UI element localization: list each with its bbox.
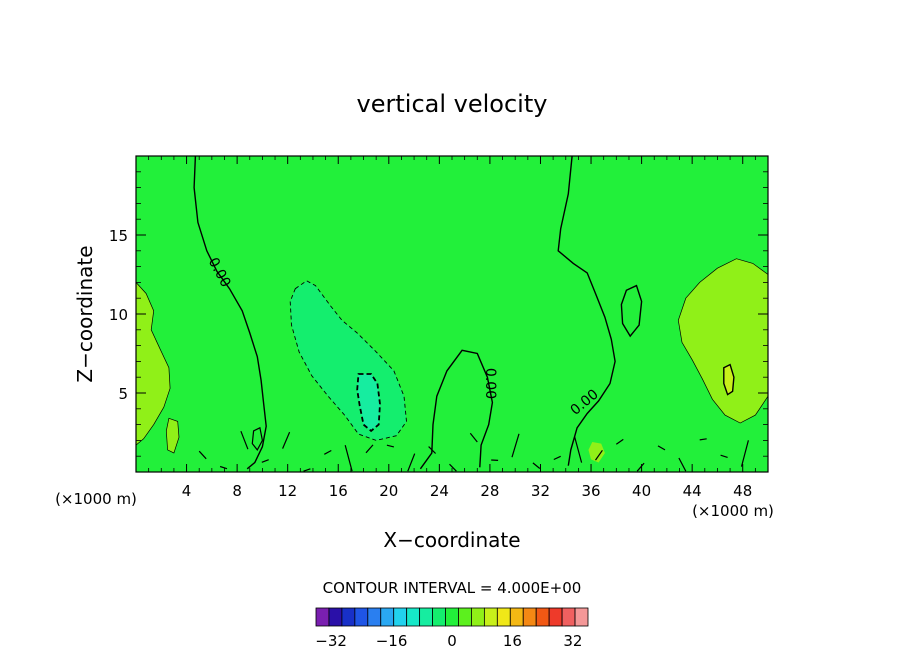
contour-zero-loop: [620, 284, 643, 338]
colorbar-swatch: [419, 607, 433, 627]
colorbar-swatch: [315, 607, 330, 627]
colorbar-swatch: [367, 607, 382, 627]
y-axis-ticks: 5 10 15: [109, 171, 768, 457]
contour-zero-bottom-segment: [407, 453, 416, 472]
region-positive-4-small: [166, 418, 179, 453]
contour-zero-bottom-segment: [740, 440, 749, 467]
contour-zero-bottom-segment: [198, 450, 207, 460]
contour-zero-bottom-segment: [386, 444, 395, 448]
contour-plus-4-right: [677, 258, 769, 424]
contour-zero-bottom-segment: [324, 449, 332, 455]
colorbar-swatch: [496, 607, 511, 627]
contour-zero-bottom-segment: [282, 431, 291, 449]
x-unit-right: (×1000 m): [692, 502, 774, 520]
contour-zero-bottom-segment: [678, 457, 687, 472]
x-tick-label: 36: [581, 482, 600, 500]
x-tick-label: 40: [632, 482, 651, 500]
x-tick-label: 8: [232, 482, 242, 500]
contour-zero-bottom-segment: [720, 454, 728, 458]
contour-zero-bottom-segment: [261, 459, 269, 463]
contour-zero-left: [193, 155, 267, 470]
colorbar-swatch: [354, 607, 369, 627]
region-positive-4-left: [136, 282, 171, 446]
x-tick-label: 24: [430, 482, 449, 500]
colorbar-swatch: [509, 607, 524, 627]
colorbar-swatch: [471, 607, 485, 627]
x-tick-label: 48: [733, 482, 752, 500]
contour-plus-4-left: [135, 282, 171, 446]
y-axis-label: Z−coordinate: [73, 245, 97, 382]
region-positive-8: [723, 364, 734, 395]
contour-zero-bottom-segment: [636, 462, 645, 472]
colorbar-tick-label: 0: [447, 632, 457, 650]
x-unit-left: (×1000 m): [55, 490, 137, 508]
colorbar-swatch: [522, 607, 537, 627]
contour-zero-middle: [419, 349, 494, 470]
contour-zero-bottom-segment: [344, 445, 353, 472]
contour-zero-bottom-segment: [365, 444, 374, 454]
colorbar-swatch: [561, 607, 576, 627]
contour-minus-4: [289, 280, 407, 441]
colorbar: [315, 607, 589, 627]
contour-plus-8: [723, 363, 735, 396]
colorbar-swatch: [406, 607, 421, 627]
region-positive-4-blob: [588, 442, 605, 463]
colorbar-tick-labels: −32 −16 0 16 32: [315, 632, 582, 650]
y-tick-label: 10: [109, 306, 128, 324]
contour-field: [136, 156, 768, 472]
colorbar-swatch: [483, 607, 498, 627]
contour-zero-bottom-segment: [699, 438, 707, 441]
chart-title: vertical velocity: [357, 90, 548, 118]
colorbar-tick-label: −16: [376, 632, 408, 650]
colorbar-swatch: [341, 607, 356, 627]
x-axis-ticks: 4 8 12 16 20 24 28 32 36 40 44 48: [148, 156, 756, 500]
contour-zero-bottom-segment: [615, 438, 624, 445]
x-tick-label: 32: [531, 482, 550, 500]
colorbar-swatch: [380, 607, 395, 627]
x-tick-label: 4: [182, 482, 192, 500]
colorbar-swatch: [548, 607, 563, 627]
contour-zero-bottom-segment: [303, 468, 311, 472]
zero-contour-label: 0.00: [482, 368, 498, 399]
contour-zero-right: [557, 155, 616, 466]
colorbar-swatch: [432, 607, 446, 627]
contour-minus-8: [356, 373, 381, 433]
y-tick-label: 15: [109, 227, 128, 245]
contour-zero-bottom-segment: [428, 446, 437, 454]
colorbar-swatch: [393, 607, 408, 627]
region-positive-4-right: [678, 258, 768, 423]
x-tick-label: 28: [480, 482, 499, 500]
contour-interval-label: CONTOUR INTERVAL = 4.000E+00: [323, 579, 582, 597]
contour-zero-bottom-segment: [657, 445, 666, 451]
contour-zero-bottom-segment: [219, 465, 228, 470]
colorbar-tick-label: 16: [503, 632, 522, 650]
region-negative-8: [357, 374, 380, 431]
contour-zero-bottom-segment: [553, 455, 561, 461]
colorbar-swatch: [458, 607, 472, 627]
contour-zero-bottom-segment: [532, 462, 541, 469]
contour-plus-4-small: [165, 417, 180, 454]
contour-zero-bottom-segment: [574, 436, 583, 463]
contour-lines: [135, 155, 769, 472]
colorbar-tick-label: 32: [563, 632, 582, 650]
x-tick-label: 16: [329, 482, 348, 500]
contour-zero-bottom-segment: [469, 432, 478, 443]
contour-zero-small: [251, 426, 264, 451]
x-tick-label: 12: [278, 482, 297, 500]
y-tick-label: 5: [118, 385, 128, 403]
contour-zero-bottom-segment: [511, 433, 520, 458]
contour-zero-bottom-segment: [240, 430, 249, 450]
colorbar-swatch: [328, 607, 343, 627]
contour-zero-bottom-segment: [449, 463, 457, 472]
colorbar-swatch: [535, 607, 550, 627]
contour-zero-bottom-segment: [595, 449, 603, 461]
field-background: [136, 156, 768, 472]
x-tick-label: 44: [683, 482, 702, 500]
x-tick-label: 20: [379, 482, 398, 500]
x-axis-label: X−coordinate: [383, 528, 520, 552]
colorbar-swatch: [574, 607, 589, 627]
colorbar-swatch: [445, 607, 459, 627]
colorbar-tick-label: −32: [315, 632, 347, 650]
